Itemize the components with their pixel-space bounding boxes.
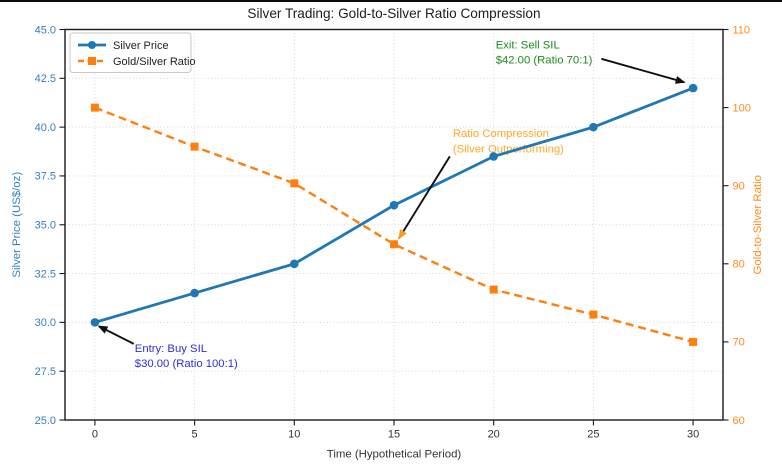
svg-text:110: 110 [733, 24, 751, 36]
x-axis-label: Time (Hypothetical Period) [327, 449, 462, 461]
svg-text:25: 25 [587, 429, 599, 441]
data-point-marker [589, 310, 598, 319]
svg-text:30.0: 30.0 [35, 317, 56, 329]
svg-text:100: 100 [733, 102, 751, 114]
arrow-entry [97, 325, 135, 345]
svg-text:15: 15 [388, 429, 400, 441]
chart-title: Silver Trading: Gold-to-Silver Ratio Com… [247, 6, 540, 21]
annotation-entry: Entry: Buy SIL $30.00 (Ratio 100:1) [135, 343, 238, 370]
data-point-marker [389, 200, 399, 210]
svg-text:42.5: 42.5 [35, 73, 56, 85]
data-point-marker [290, 259, 299, 269]
svg-text:Ratio Compression: Ratio Compression [453, 128, 549, 140]
svg-text:25.0: 25.0 [35, 415, 56, 427]
legend: Silver Price Gold/Silver Ratio [69, 32, 196, 73]
annotation-ratio-compression: Ratio Compression (Silver Outperforming) [453, 128, 564, 155]
svg-text:20: 20 [488, 429, 500, 441]
svg-text:$42.00 (Ratio 70:1): $42.00 (Ratio 70:1) [496, 55, 593, 67]
series-gold-silver-ratio [90, 103, 698, 346]
legend-item-silver-price: Silver Price [78, 40, 169, 52]
svg-text:0: 0 [92, 429, 98, 441]
svg-text:45.0: 45.0 [35, 24, 56, 36]
data-point-marker [190, 288, 199, 298]
annotation-arrows [97, 57, 686, 345]
svg-text:40.0: 40.0 [35, 122, 56, 134]
svg-text:32.5: 32.5 [35, 268, 56, 280]
axis-tick-labels: 45.0 42.5 40.0 37.5 35.0 32.5 30.0 27.5 25.0 110 1… [35, 24, 751, 440]
data-point-marker [90, 318, 100, 327]
svg-text:35.0: 35.0 [35, 220, 56, 232]
series-silver-price [90, 83, 698, 327]
svg-text:Entry: Buy SIL: Entry: Buy SIL [135, 343, 207, 355]
data-point-marker [489, 285, 498, 294]
svg-text:27.5: 27.5 [35, 366, 56, 378]
svg-text:Silver Price: Silver Price [113, 40, 169, 52]
svg-text:Gold/Silver Ratio: Gold/Silver Ratio [113, 56, 196, 68]
svg-text:30: 30 [687, 429, 699, 441]
svg-text:(Silver Outperforming): (Silver Outperforming) [453, 143, 564, 155]
svg-text:Exit: Sell SIL: Exit: Sell SIL [496, 39, 560, 51]
svg-text:37.5: 37.5 [35, 171, 56, 183]
legend-marker-square-icon [88, 57, 96, 65]
svg-text:5: 5 [192, 429, 198, 441]
data-point-marker [390, 240, 398, 249]
right-y-axis-label: Gold-to-Silver Ratio [752, 175, 764, 274]
annotation-exit: Exit: Sell SIL $42.00 (Ratio 70:1) [496, 39, 593, 66]
svg-text:10: 10 [288, 429, 300, 441]
arrow-exit [601, 57, 686, 84]
svg-text:60: 60 [733, 415, 745, 427]
legend-item-gold-silver-ratio: Gold/Silver Ratio [78, 56, 196, 68]
data-point-marker [190, 142, 199, 151]
svg-text:80: 80 [733, 259, 745, 271]
data-point-marker [90, 103, 99, 112]
annotation-labels: Entry: Buy SIL $30.00 (Ratio 100:1) Exit: … [135, 39, 593, 370]
svg-text:90: 90 [733, 181, 745, 193]
arrow-ratio-compression [398, 155, 451, 240]
data-point-marker [290, 179, 299, 188]
svg-text:$30.00 (Ratio 100:1): $30.00 (Ratio 100:1) [135, 358, 238, 370]
data-point-marker [688, 83, 698, 93]
svg-text:70: 70 [733, 337, 745, 349]
data-point-marker [589, 122, 598, 132]
legend-marker-circle-icon [88, 41, 96, 49]
top-border-line [0, 0, 782, 2]
left-y-axis-label: Silver Price (US$/oz) [11, 172, 23, 278]
legend-box [69, 32, 192, 73]
data-point-marker [689, 337, 698, 346]
data-point-marker [489, 152, 498, 161]
axis-ticks [59, 28, 729, 426]
series-group [90, 83, 698, 346]
